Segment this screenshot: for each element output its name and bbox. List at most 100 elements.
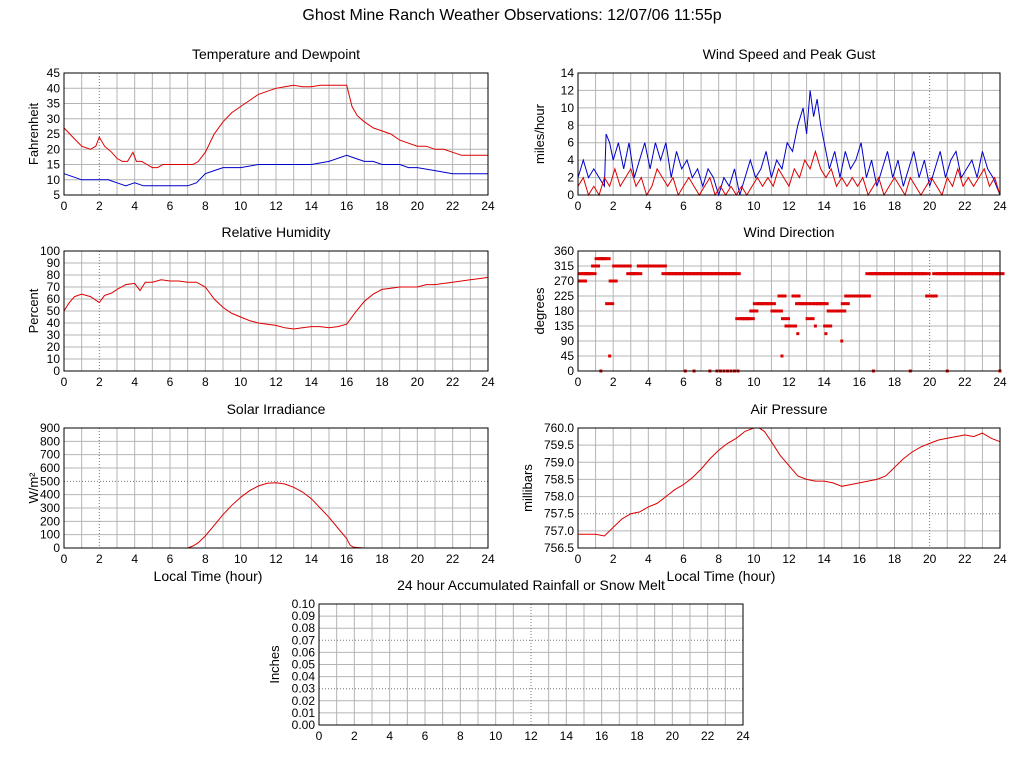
- x-tick-label: 16: [340, 375, 354, 389]
- x-tick-label: 14: [817, 375, 831, 389]
- y-tick-label: 500: [40, 474, 60, 488]
- wind-direction-point: [657, 264, 667, 268]
- y-tick-label: 20: [47, 142, 61, 156]
- x-tick-label: 8: [457, 729, 464, 743]
- wind-direction-point: [587, 272, 597, 276]
- y-tick-label: 757.5: [544, 507, 574, 521]
- y-tick-label: 0.07: [292, 633, 316, 647]
- wind-direction-point: [796, 332, 800, 336]
- y-tick-label: 25: [47, 127, 61, 141]
- plot-frame: [63, 72, 489, 196]
- y-tick-label: 2: [567, 171, 574, 185]
- y-tick-label: 0.03: [292, 682, 316, 696]
- x-tick-label: 2: [96, 199, 103, 213]
- x-tick-label: 22: [446, 375, 460, 389]
- chart-title: 24 hour Accumulated Rainfall or Snow Mel…: [397, 577, 665, 593]
- x-tick-label: 2: [351, 729, 358, 743]
- wind-direction-point: [731, 272, 741, 276]
- y-tick-label: 0: [53, 541, 60, 555]
- temperature-series-1-line: [63, 84, 488, 169]
- wind-direction-point: [802, 302, 812, 306]
- wind-direction-point: [819, 302, 829, 306]
- y-axis-label: Fahrenheit: [26, 103, 41, 166]
- x-tick-label: 22: [958, 552, 972, 566]
- x-tick-label: 12: [524, 729, 538, 743]
- x-tick-label: 24: [481, 375, 495, 389]
- x-tick-label: 6: [167, 199, 174, 213]
- y-tick-label: 8: [567, 118, 574, 132]
- x-tick-label: 16: [340, 552, 354, 566]
- wind-direction-point: [840, 339, 844, 343]
- wind-direction-point: [780, 354, 784, 358]
- y-axis-label: W/m²: [26, 472, 41, 504]
- x-tick-label: 20: [666, 729, 680, 743]
- chart-title: Air Pressure: [750, 401, 827, 417]
- x-tick-label: 18: [630, 729, 644, 743]
- y-tick-label: 40: [47, 81, 61, 95]
- y-tick-label: 0.00: [292, 718, 316, 732]
- x-tick-label: 18: [888, 375, 902, 389]
- x-tick-label: 14: [305, 552, 319, 566]
- y-tick-label: 70: [47, 280, 61, 294]
- wind-direction-point: [633, 272, 643, 276]
- x-tick-label: 24: [993, 199, 1007, 213]
- x-tick-label: 16: [595, 729, 609, 743]
- x-tick-label: 0: [575, 375, 582, 389]
- plot-frame: [577, 72, 1001, 196]
- y-tick-label: 135: [554, 319, 574, 333]
- y-tick-label: 90: [47, 256, 61, 270]
- x-tick-label: 20: [411, 199, 425, 213]
- x-tick-label: 20: [923, 375, 937, 389]
- wind-direction-point: [921, 272, 931, 276]
- chart-title: Temperature and Dewpoint: [192, 46, 360, 62]
- x-tick-label: 0: [575, 552, 582, 566]
- x-tick-label: 0: [61, 375, 68, 389]
- wind-direction-point: [766, 302, 776, 306]
- pressure-series-1-line: [578, 427, 1001, 537]
- x-tick-label: 12: [269, 199, 283, 213]
- x-tick-label: 24: [481, 199, 495, 213]
- page-title: Ghost Mine Ranch Weather Observations: 1…: [302, 7, 722, 24]
- x-tick-label: 0: [575, 199, 582, 213]
- y-tick-label: 10: [47, 173, 61, 187]
- y-tick-label: 30: [47, 112, 61, 126]
- y-tick-label: 0.05: [292, 658, 316, 672]
- x-tick-label: 0: [316, 729, 323, 743]
- y-tick-label: 900: [40, 421, 60, 435]
- wind-direction-point: [805, 317, 815, 321]
- wind-direction-point: [928, 294, 938, 298]
- y-tick-label: 6: [567, 136, 574, 150]
- wind-direction-point: [749, 309, 759, 313]
- x-tick-label: 4: [645, 199, 652, 213]
- x-tick-label: 16: [853, 552, 867, 566]
- x-tick-label: 24: [993, 552, 1007, 566]
- y-tick-label: 0.10: [292, 597, 316, 611]
- y-axis-label: millibars: [520, 464, 535, 512]
- y-tick-label: 315: [554, 259, 574, 273]
- wind-direction-point: [837, 309, 847, 313]
- plot-frame: [63, 427, 489, 549]
- y-tick-label: 0.04: [292, 670, 316, 684]
- wind-direction-point: [578, 279, 587, 283]
- x-tick-label: 22: [958, 199, 972, 213]
- x-tick-label: 4: [645, 375, 652, 389]
- wind-direction-point: [773, 309, 783, 313]
- y-tick-label: 80: [47, 268, 61, 282]
- x-tick-label: 20: [411, 552, 425, 566]
- y-tick-label: 15: [47, 158, 61, 172]
- x-tick-label: 12: [782, 552, 796, 566]
- x-tick-label: 8: [715, 375, 722, 389]
- x-tick-label: 14: [817, 199, 831, 213]
- wind-direction-point: [622, 264, 632, 268]
- x-tick-label: 20: [923, 552, 937, 566]
- temperature-series-2-line: [63, 154, 488, 187]
- chart-title: Relative Humidity: [222, 224, 331, 240]
- wind-direction-point: [861, 294, 871, 298]
- y-tick-label: 225: [554, 289, 574, 303]
- y-tick-label: 757.0: [544, 524, 574, 538]
- x-tick-label: 4: [131, 199, 138, 213]
